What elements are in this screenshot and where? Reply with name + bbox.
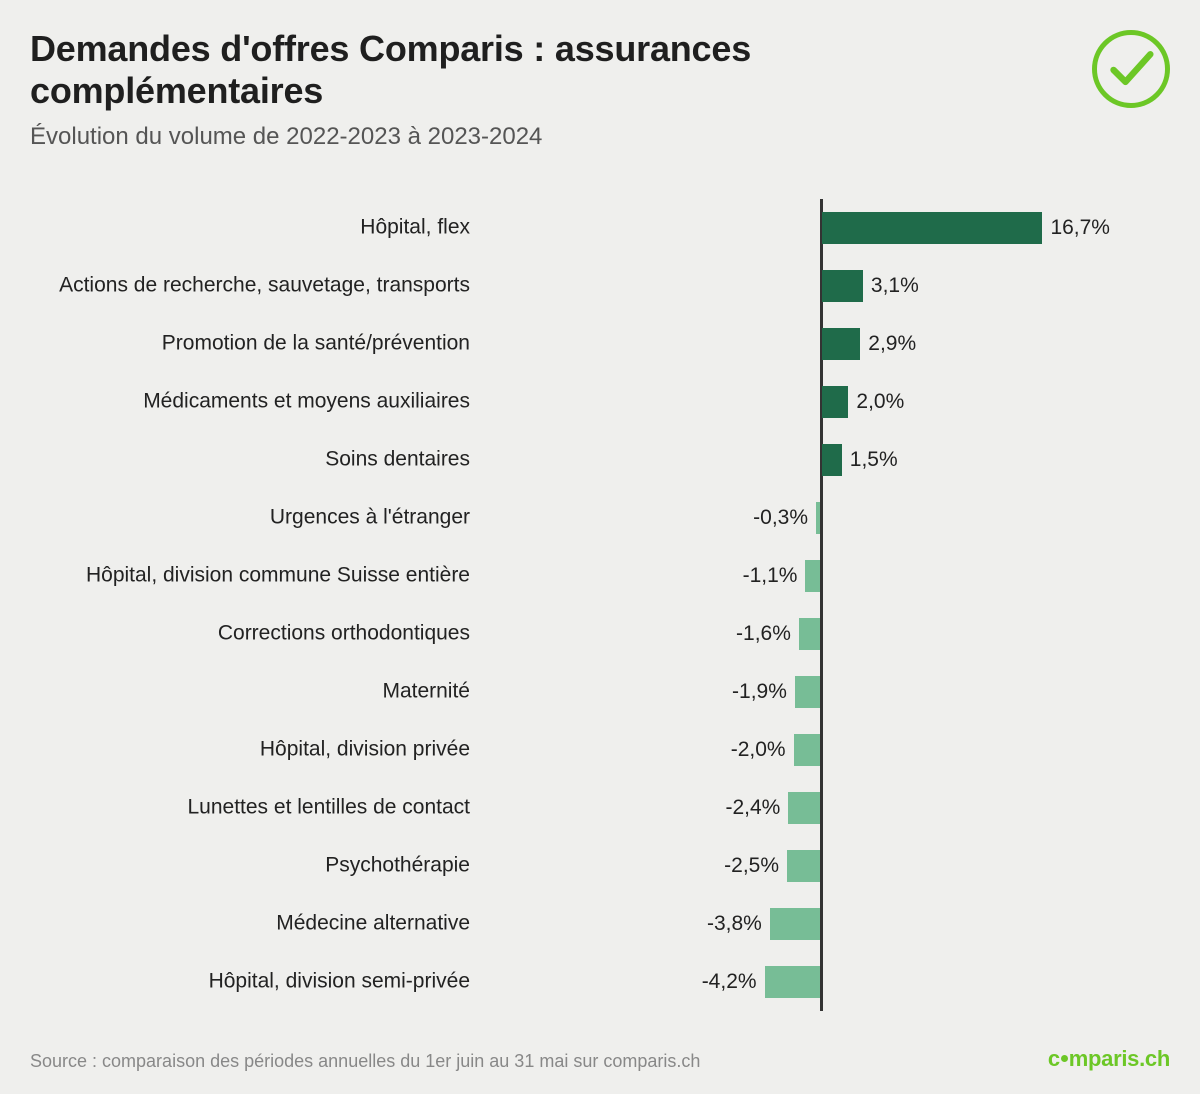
bar — [794, 734, 820, 766]
title-block: Demandes d'offres Comparis : assurances … — [30, 28, 930, 151]
bar — [770, 908, 820, 940]
bar — [795, 676, 820, 708]
value-label: 1,5% — [850, 448, 898, 472]
zero-axis — [820, 199, 823, 1011]
category-label: Hôpital, division semi-privée — [30, 970, 470, 995]
category-label: Hôpital, flex — [30, 216, 470, 241]
bar — [822, 386, 848, 418]
category-label: Corrections orthodontiques — [30, 622, 470, 647]
value-label: -1,9% — [732, 680, 787, 704]
value-label: -0,3% — [753, 506, 808, 530]
category-label: Urgences à l'étranger — [30, 506, 470, 531]
bar-chart: Hôpital, flex 16,7% Actions de recherche, … — [30, 199, 1170, 1011]
checkmark-icon — [1108, 46, 1154, 92]
category-label: Maternité — [30, 680, 470, 705]
value-label: -1,6% — [736, 622, 791, 646]
category-label: Hôpital, division commune Suisse entière — [30, 564, 470, 589]
source-text: Source : comparaison des périodes annuel… — [30, 1051, 700, 1072]
category-label: Promotion de la santé/prévention — [30, 332, 470, 357]
category-label: Actions de recherche, sauvetage, transpo… — [30, 274, 470, 299]
value-label: -2,5% — [724, 854, 779, 878]
chart-subtitle: Évolution du volume de 2022-2023 à 2023-… — [30, 123, 930, 151]
bar — [765, 966, 820, 998]
value-label: -3,8% — [707, 912, 762, 936]
bar — [822, 444, 842, 476]
category-label: Médecine alternative — [30, 912, 470, 937]
value-label: -2,0% — [731, 738, 786, 762]
value-label: -4,2% — [702, 970, 757, 994]
value-label: 16,7% — [1050, 216, 1110, 240]
value-label: -1,1% — [743, 564, 798, 588]
bar — [822, 212, 1042, 244]
value-label: 2,9% — [868, 332, 916, 356]
bar — [822, 270, 863, 302]
comparis-check-icon — [1092, 30, 1170, 108]
category-label: Lunettes et lentilles de contact — [30, 796, 470, 821]
bar — [816, 502, 820, 534]
bar — [788, 792, 820, 824]
category-label: Soins dentaires — [30, 448, 470, 473]
brand-logo-text: c mparis.ch — [1048, 1046, 1170, 1072]
chart-header: Demandes d'offres Comparis : assurances … — [30, 28, 1170, 151]
brand-prefix: c — [1048, 1046, 1060, 1072]
brand-suffix: mparis.ch — [1069, 1046, 1170, 1072]
category-label: Médicaments et moyens auxiliaires — [30, 390, 470, 415]
chart-footer: Source : comparaison des périodes annuel… — [30, 1046, 1170, 1072]
bar — [787, 850, 820, 882]
bar — [822, 328, 860, 360]
chart-title: Demandes d'offres Comparis : assurances … — [30, 28, 930, 113]
value-label: 2,0% — [856, 390, 904, 414]
category-label: Psychothérapie — [30, 854, 470, 879]
bar — [805, 560, 820, 592]
category-label: Hôpital, division privée — [30, 738, 470, 763]
brand-dot-icon — [1061, 1055, 1068, 1062]
value-label: 3,1% — [871, 274, 919, 298]
value-label: -2,4% — [725, 796, 780, 820]
bar — [799, 618, 820, 650]
